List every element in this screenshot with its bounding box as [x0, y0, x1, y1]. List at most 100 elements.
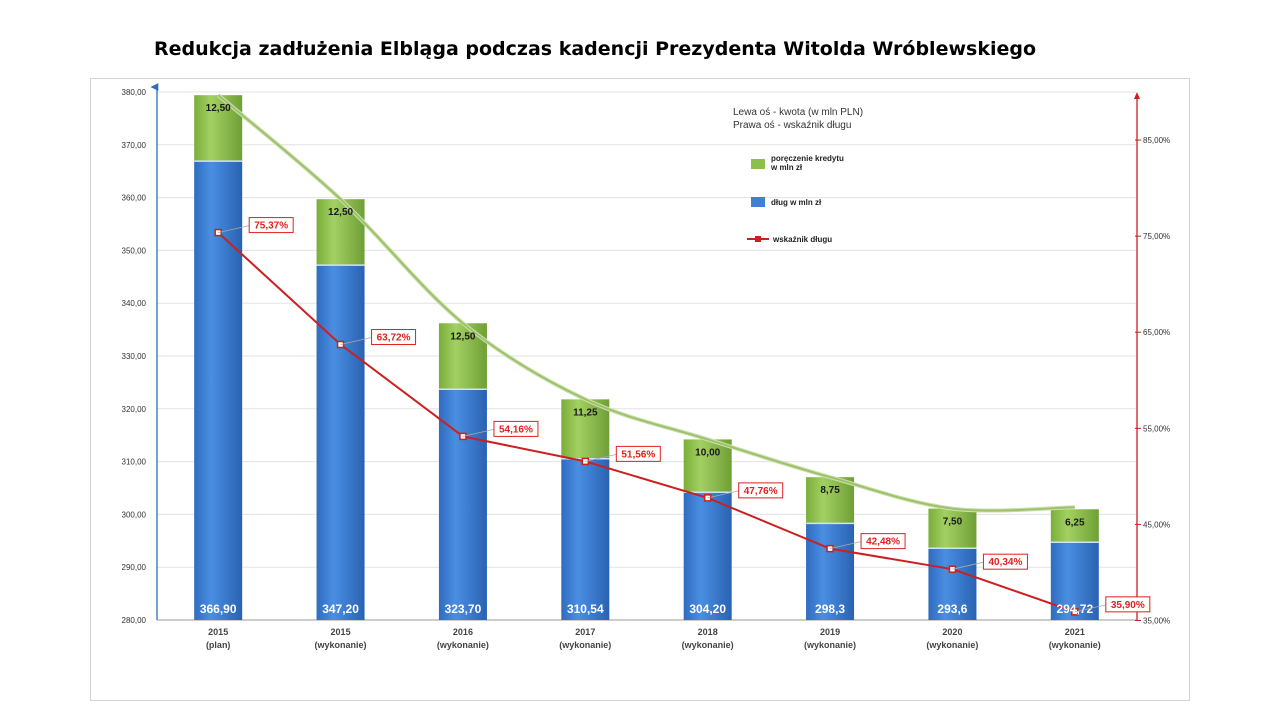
debt-value-label: 323,70 [445, 602, 482, 616]
trend-curve [217, 94, 1075, 512]
ratio-value-label: 54,16% [499, 424, 533, 435]
x-tick-sub: (wykonanie) [804, 640, 856, 650]
x-tick-year: 2020 [942, 627, 962, 637]
bar-debt [438, 389, 487, 620]
bar-debt [928, 548, 977, 620]
y-left-tick-label: 350,00 [122, 246, 147, 255]
y-right-tick-label: 65,00% [1143, 328, 1170, 337]
x-tick-year: 2019 [820, 627, 840, 637]
ratio-marker [826, 544, 834, 553]
y-left-tick-label: 320,00 [122, 405, 147, 414]
x-tick-sub: (wykonanie) [1049, 640, 1101, 650]
y-left-tick-label: 380,00 [122, 88, 147, 97]
x-tick-sub: (wykonanie) [437, 640, 489, 650]
y-right-tick-label: 85,00% [1143, 136, 1170, 145]
ratio-value-label: 35,90% [1111, 600, 1145, 611]
x-tick-sub: (wykonanie) [559, 640, 611, 650]
chart-plot: 280,00 290,00 300,00 310,00 320,00 330,00 340,… [122, 83, 1170, 650]
y-right-tick-label: 45,00% [1143, 520, 1170, 529]
x-tick-year: 2015 [208, 627, 228, 637]
ratio-label-box [493, 420, 539, 437]
ratio-label-box [615, 445, 661, 462]
debt-value-label: 310,54 [567, 602, 604, 616]
guarantee-value-label: 8,75 [820, 485, 840, 496]
x-tick-sub: (wykonanie) [682, 640, 734, 650]
ratio-leader-line [585, 453, 617, 462]
ratio-label-box [860, 533, 906, 550]
bar-debt [316, 265, 365, 620]
guarantee-value-label: 12,50 [206, 103, 231, 114]
debt-value-label: 294,72 [1056, 602, 1093, 616]
grid-layer [157, 91, 1136, 621]
guarantee-value-label: 6,25 [1065, 517, 1085, 528]
debt-value-label: 293,6 [937, 602, 967, 616]
ratio-value-label: 51,56% [621, 449, 655, 460]
y-left-tick-label: 370,00 [122, 141, 147, 150]
guarantee-value-label: 12,50 [450, 331, 475, 342]
legend-label-debt: dług w mln zł [771, 198, 822, 207]
y-left-tick-label: 340,00 [122, 299, 147, 308]
ratio-leader-line [218, 225, 250, 233]
guarantee-value-label: 7,50 [943, 517, 963, 528]
debt-value-label: 298,3 [815, 602, 845, 616]
y-left-tick-label: 360,00 [122, 194, 147, 203]
legend-label-ratio: wskaźnik długu [772, 235, 832, 244]
bar-guarantee [1050, 509, 1099, 543]
debt-value-label: 347,20 [322, 602, 359, 616]
legend-label-guarantee: poręczenie kredytu [771, 154, 844, 163]
y-right-tick-label: 55,00% [1143, 424, 1170, 433]
ratio-label-box [738, 482, 784, 499]
x-tick-year: 2021 [1065, 627, 1085, 637]
axis-note-line: Prawa oś - wskaźnik długu [733, 120, 851, 131]
y-left-tick-label: 280,00 [122, 616, 147, 625]
bar-debt [683, 492, 732, 620]
x-tick-year: 2017 [575, 627, 595, 637]
bar-guarantee [928, 508, 977, 549]
y-left-tick-label: 330,00 [122, 352, 147, 361]
bar-guarantee [806, 477, 855, 524]
ratio-leader-line [340, 337, 372, 345]
legend-marker-ratio [755, 236, 761, 242]
bar-guarantee [683, 439, 732, 493]
chart-frame: 280,00 290,00 300,00 310,00 320,00 330,00 340,… [90, 78, 1190, 701]
ratio-marker [948, 565, 957, 573]
x-tick-sub: (plan) [206, 640, 231, 650]
ratio-label-box [1105, 596, 1151, 613]
x-tick-sub: (wykonanie) [926, 640, 978, 650]
y-right-tick-label: 35,00% [1143, 617, 1170, 626]
x-tick-year: 2015 [331, 627, 351, 637]
legend-swatch-debt [751, 197, 765, 207]
bar-debt [806, 523, 855, 620]
bar-debt [194, 161, 243, 620]
legend-swatch-guarantee [751, 159, 765, 169]
ratio-value-label: 42,48% [866, 537, 900, 548]
bar-debt [561, 458, 610, 620]
ratio-leader-line [707, 490, 739, 499]
ratio-line [217, 231, 1076, 613]
y-right-tick-label: 75,00% [1143, 232, 1170, 241]
bars-layer [194, 95, 1099, 620]
ratio-leader-line [462, 428, 495, 437]
ratio-value-label: 47,76% [744, 486, 778, 497]
legend-label-guarantee-unit: w mln zł [770, 163, 803, 172]
debt-value-label: 304,20 [689, 602, 726, 616]
page-title: Redukcja zadłużenia Elbląga podczas kade… [153, 38, 1037, 60]
ratio-value-label: 75,37% [254, 221, 288, 232]
bar-guarantee [561, 399, 610, 459]
labels-layer: 366,90 12,50 2015 (plan) 347,20 12,50 2015 (wyk… [200, 103, 1151, 650]
debt-value-label: 366,90 [200, 602, 237, 616]
y-left-tick-label: 290,00 [122, 563, 147, 572]
x-tick-sub: (wykonanie) [315, 640, 367, 650]
guarantee-value-label: 12,50 [328, 207, 353, 218]
legend: Lewa oś - kwota (w mln PLN) Prawa oś - ws… [733, 107, 863, 244]
guarantee-value-label: 11,25 [573, 407, 598, 418]
ratio-label-box [371, 329, 417, 346]
ratio-leader-line [829, 541, 862, 550]
ratio-label-box [982, 553, 1028, 570]
axis-note-line: Lewa oś - kwota (w mln PLN) [733, 107, 863, 118]
trend-layer [216, 93, 1075, 513]
guarantee-value-label: 10,00 [695, 447, 720, 458]
ratio-label-box [248, 217, 294, 234]
x-tick-year: 2018 [698, 627, 718, 637]
x-tick-year: 2016 [453, 627, 473, 637]
